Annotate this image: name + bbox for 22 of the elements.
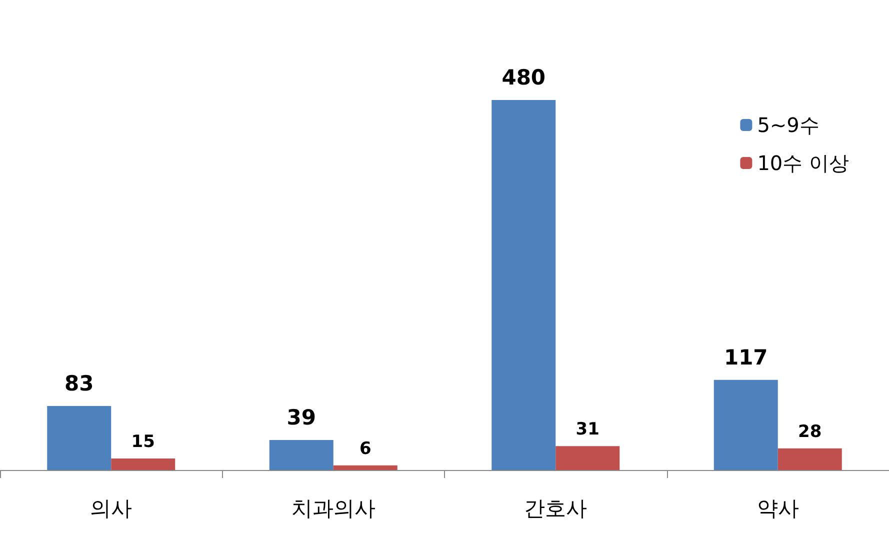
data-label: 39 <box>286 405 316 430</box>
data-label: 117 <box>724 345 768 370</box>
bar <box>333 465 398 470</box>
data-label: 6 <box>359 438 372 459</box>
bar <box>714 380 778 470</box>
bar <box>492 100 556 470</box>
bar <box>269 440 334 470</box>
x-tick-label: 간호사 <box>524 496 588 520</box>
x-tick-label: 약사 <box>756 496 799 520</box>
bar <box>778 448 842 470</box>
legend-label: 5~9수 <box>757 113 820 137</box>
data-label: 31 <box>576 420 600 440</box>
data-label: 28 <box>798 422 822 442</box>
x-tick-label: 의사 <box>90 496 132 520</box>
x-tick-label: 치과의사 <box>291 496 376 520</box>
legend-label: 10수 이상 <box>757 151 850 175</box>
data-label: 15 <box>131 432 155 452</box>
bar <box>111 458 176 470</box>
bar <box>556 446 620 470</box>
data-label: 83 <box>64 372 94 396</box>
bar <box>47 406 112 470</box>
data-label: 480 <box>502 66 546 90</box>
